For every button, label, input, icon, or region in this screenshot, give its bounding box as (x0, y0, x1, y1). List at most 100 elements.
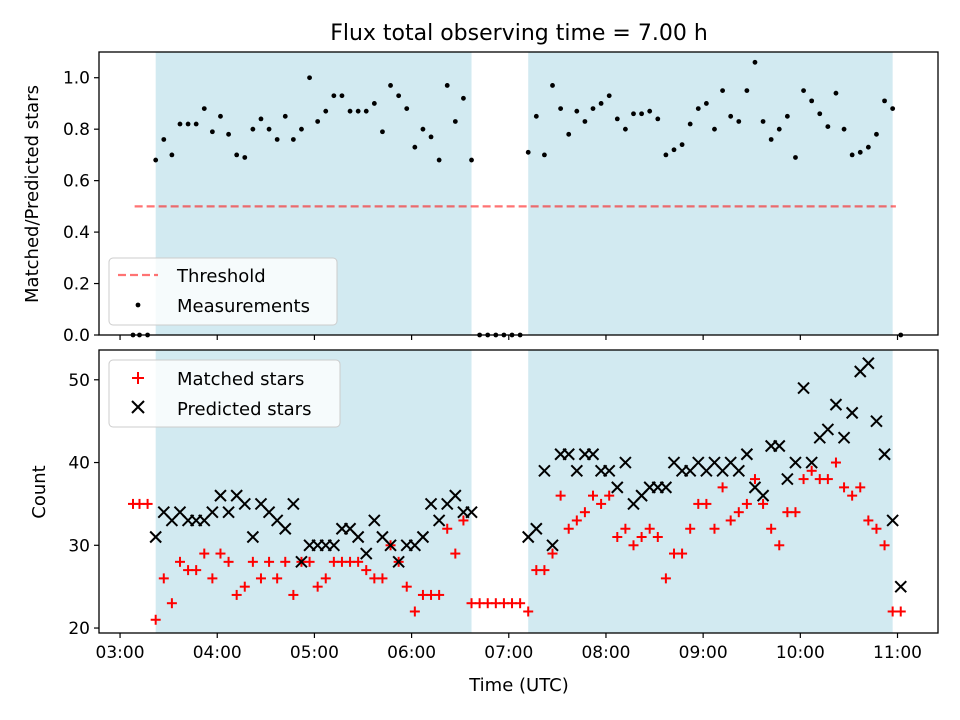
predicted-star-point (246, 530, 260, 544)
predicted-star-point (586, 448, 600, 461)
predicted-star-point (619, 456, 632, 469)
matched-star-point (555, 490, 566, 501)
predicted-star-point (611, 481, 624, 494)
measurement-point (801, 88, 806, 93)
measurement-point (671, 147, 677, 153)
matched-star-point (612, 532, 623, 543)
matched-star-point (830, 457, 841, 468)
measurement-point (266, 126, 272, 132)
top-measurement-points (130, 59, 904, 338)
measurement-point (347, 108, 353, 114)
matched-star-point (199, 548, 210, 559)
predicted-star-point (327, 539, 341, 552)
matched-star-point (158, 573, 169, 584)
matched-star-point (563, 523, 574, 534)
matched-star-point (766, 523, 777, 534)
x-tick-label: 11:00 (873, 643, 922, 663)
measurement-point (882, 98, 887, 104)
measurement-point (161, 137, 167, 142)
predicted-star-point (740, 448, 754, 461)
x-tick-label: 03:00 (96, 643, 145, 663)
measurement-point (841, 126, 847, 132)
predicted-star-point (602, 464, 616, 478)
bottom-count-points (128, 357, 907, 625)
measurement-point (226, 131, 231, 137)
matched-star-point (539, 565, 550, 576)
matched-star-point (685, 523, 696, 534)
matched-star-point (822, 474, 833, 485)
legend-measurements-label: Measurements (177, 296, 310, 317)
matched-star-point (855, 482, 866, 493)
measurement-point (428, 134, 434, 140)
predicted-star-point (797, 381, 810, 395)
matched-star-point (644, 523, 655, 534)
predicted-star-point (773, 439, 786, 453)
predicted-star-point (821, 423, 835, 436)
measurement-point (461, 95, 466, 101)
matched-star-point (450, 548, 461, 559)
predicted-star-point (416, 530, 430, 544)
bottom-y-axis-label: Count (29, 465, 50, 518)
measurement-point (703, 101, 709, 106)
y-tick-label: 20 (68, 619, 90, 639)
predicted-star-point (756, 489, 770, 502)
measurement-point (436, 157, 442, 163)
measurement-point (242, 155, 248, 160)
measurement-point (282, 113, 288, 119)
measurement-point (776, 126, 782, 132)
legend-matched-label: Matched stars (177, 369, 304, 390)
x-tick-label: 06:00 (387, 643, 436, 663)
x-tick-label: 07:00 (484, 643, 533, 663)
measurement-point (533, 113, 539, 119)
matched-star-point (174, 556, 185, 567)
matched-star-point (571, 515, 582, 526)
matched-star-point (247, 556, 258, 567)
predicted-star-point (392, 555, 405, 569)
matched-star-point (620, 523, 631, 534)
matched-star-point (142, 498, 153, 509)
y-tick-label: 50 (68, 371, 90, 391)
y-tick-label: 0.4 (63, 223, 90, 243)
measurement-point (315, 119, 321, 124)
matched-star-point (652, 532, 663, 543)
matched-star-point (353, 556, 364, 567)
shaded-interval-2 (528, 350, 893, 633)
predicted-star-point (287, 497, 300, 511)
predicted-star-point (732, 464, 745, 478)
matched-star-point (547, 548, 558, 559)
predicted-star-point (368, 514, 381, 527)
measurement-point (574, 108, 580, 114)
matched-star-point (239, 581, 250, 592)
matched-star-point (701, 498, 712, 509)
measurement-point (420, 126, 426, 132)
matched-star-point (847, 490, 858, 501)
y-tick-label: 0.0 (63, 326, 90, 346)
matched-star-point (523, 606, 534, 617)
y-tick-label: 40 (68, 454, 90, 474)
measurement-point (323, 108, 329, 114)
measurement-point (809, 98, 815, 104)
measurement-point (590, 106, 596, 111)
matched-star-point (191, 565, 202, 576)
predicted-star-point (659, 481, 673, 494)
matched-star-point (215, 548, 226, 559)
matched-star-point (806, 465, 817, 476)
matched-star-point (895, 606, 906, 617)
measurement-point (720, 88, 725, 93)
measurement-point (169, 152, 175, 158)
measurement-point (687, 121, 693, 127)
predicted-star-point (546, 539, 559, 552)
measurement-point (558, 106, 564, 111)
y-tick-label: 0.2 (63, 275, 90, 295)
measurement-point (598, 101, 604, 106)
measurement-point (825, 124, 831, 130)
measurement-point (890, 106, 896, 111)
measurement-point (752, 59, 758, 65)
measurement-point (736, 119, 742, 124)
predicted-star-point (351, 530, 365, 544)
measurement-point (331, 93, 337, 99)
measurement-point (655, 116, 661, 122)
measurement-point (566, 131, 572, 137)
measurement-point (647, 108, 653, 114)
measurement-point (363, 108, 369, 114)
